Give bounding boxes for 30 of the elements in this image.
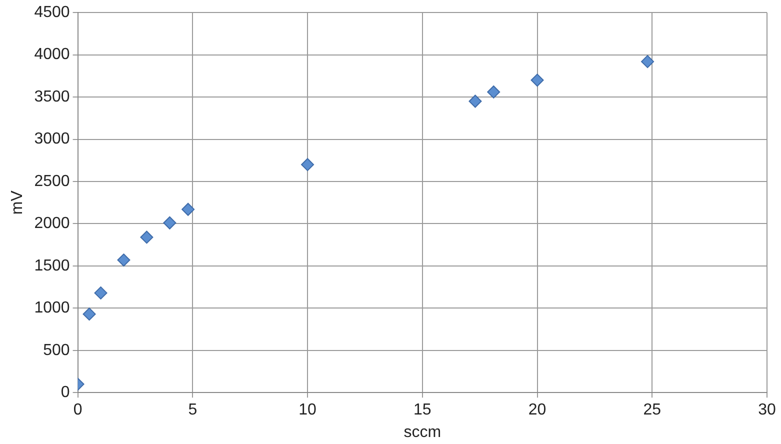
point (301, 158, 314, 172)
point (468, 94, 482, 108)
y-tick-label: 0 (60, 384, 70, 402)
x-tick-label: 0 (73, 402, 82, 419)
x-axis-title: sccm (404, 424, 442, 441)
y-tick-label: 3000 (34, 130, 70, 148)
y-axis-title: mV (9, 190, 26, 215)
point (530, 74, 544, 87)
y-tick-label: 4500 (34, 4, 70, 22)
point (487, 85, 500, 98)
point (140, 230, 154, 244)
point (117, 254, 130, 267)
point (82, 308, 96, 321)
point (182, 202, 195, 216)
x-tick-label: 5 (188, 402, 198, 419)
x-tick-label: 20 (528, 402, 546, 419)
point (163, 216, 176, 230)
x-tick-label: 10 (298, 402, 317, 419)
point (94, 286, 108, 300)
x-tick-label: 30 (758, 402, 776, 419)
y-tick-label: 2500 (34, 172, 70, 190)
y-tick-label: 2000 (34, 215, 70, 232)
y-tick-label: 1500 (34, 257, 70, 274)
x-tick-label: 15 (414, 402, 432, 419)
y-tick-label: 500 (43, 342, 70, 359)
x-tick-label: 25 (643, 402, 662, 419)
y-tick-label: 4000 (34, 46, 70, 64)
point (641, 55, 654, 68)
y-tick-label: 3500 (34, 88, 70, 106)
y-tick-label: 1000 (34, 300, 70, 317)
